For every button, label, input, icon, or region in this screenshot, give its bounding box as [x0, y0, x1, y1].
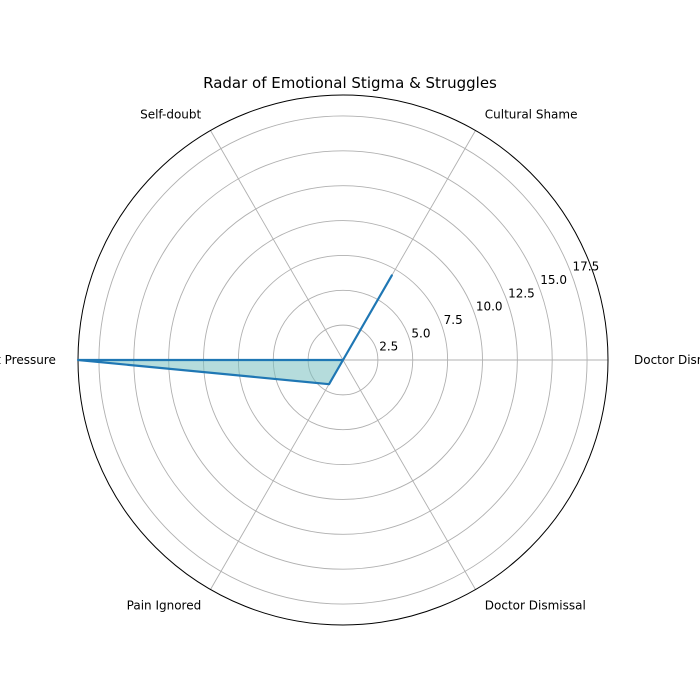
- spoke-2: [210, 130, 344, 361]
- series-layer: [76, 274, 393, 386]
- radial-tick-labels: 2.5 5.0 7.5 10.0 12.5 15.0 17.5: [379, 260, 599, 354]
- spoke-4: [210, 359, 344, 590]
- r-tick-label: 7.5: [444, 313, 463, 327]
- r-tick-label: 17.5: [572, 260, 599, 274]
- r-tick-label: 12.5: [508, 286, 535, 300]
- category-label: Doctor Dismissal: [634, 353, 700, 367]
- category-label: Pain Ignored: [127, 599, 202, 613]
- series-fill: [78, 275, 392, 385]
- series-line: [76, 274, 393, 386]
- category-labels: Doctor Dismissal Cultural Shame Self-doubt…: [0, 107, 700, 612]
- category-label: Self-doubt: [140, 107, 201, 121]
- category-label: Doctor Dismissal: [485, 599, 586, 613]
- r-tick-label: 10.0: [476, 300, 503, 314]
- spoke-5: [342, 359, 476, 590]
- r-tick-label: 15.0: [540, 273, 567, 287]
- category-label: Cultural Shame: [485, 107, 578, 121]
- category-label: Diet Pressure: [0, 353, 56, 367]
- r-tick-label: 5.0: [411, 326, 430, 340]
- r-tick-label: 2.5: [379, 340, 398, 354]
- chart-title: Radar of Emotional Stigma & Struggles: [203, 74, 497, 92]
